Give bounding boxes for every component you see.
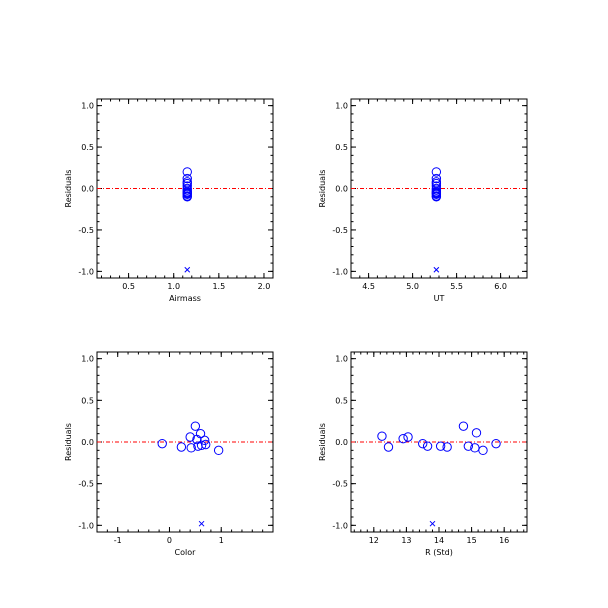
y-tick-label: 0.5	[335, 396, 348, 405]
y-tick-label: -0.5	[332, 480, 348, 489]
data-point	[377, 431, 387, 441]
y-axis-label: Residuals	[318, 170, 327, 208]
data-point	[463, 441, 474, 451]
x-tick-label: 13	[401, 536, 411, 545]
data-point	[182, 192, 192, 202]
y-tick-label: -0.5	[78, 226, 94, 235]
y-tick-label: 0.0	[335, 438, 348, 447]
data-point	[195, 428, 206, 439]
data-point	[431, 192, 442, 202]
data-point	[422, 441, 433, 451]
residual-panel: 0.5 1.0 1.5 2.0 -1.0 -0.5 0.0 0.5 1.0 Airmass Resi…	[64, 98, 274, 303]
data-point	[201, 439, 211, 450]
y-tick-label: -0.5	[78, 480, 94, 489]
x-tick-label: 5.5	[450, 282, 463, 291]
y-tick-label: 0.0	[335, 185, 348, 194]
x-tick-label: 1.5	[212, 282, 225, 291]
x-tick-label: -1	[114, 536, 122, 545]
y-tick-label: -0.5	[332, 226, 348, 235]
y-tick-label: 0.5	[81, 396, 94, 405]
data-point	[190, 421, 201, 431]
y-tick-label: 1.0	[335, 102, 348, 111]
data-point	[491, 438, 501, 449]
y-tick-label: 0.5	[335, 143, 348, 152]
x-tick-label: 0	[167, 536, 172, 545]
residual-panel: 12 13 14 15 16 -1.0 -0.5 0.0 0.5 1.0 R (Std) Residu…	[318, 351, 528, 557]
rejected-point	[433, 266, 440, 273]
x-axis-label: Color	[175, 548, 197, 557]
data-point	[383, 442, 394, 452]
y-tick-label: 0.0	[81, 185, 94, 194]
residual-panel: -1 0 1 -1.0 -0.5 0.0 0.5 1.0 Color Residuals	[64, 351, 274, 557]
y-axis-label: Residuals	[64, 170, 73, 208]
rejected-point-stroke	[184, 266, 191, 273]
x-tick-label: 6.0	[494, 282, 507, 291]
x-tick-label: 0.5	[122, 282, 135, 291]
rejected-point-stroke	[433, 266, 440, 273]
x-axis-label: R (Std)	[425, 548, 453, 557]
data-point	[196, 440, 207, 451]
y-tick-label: -1.0	[78, 267, 94, 276]
y-tick-label: -1.0	[332, 521, 348, 530]
rejected-point-stroke	[429, 520, 436, 527]
data-point	[186, 443, 196, 453]
data-point	[471, 428, 482, 438]
rejected-point	[429, 520, 436, 527]
x-tick-label: 15	[466, 536, 476, 545]
x-tick-label: 16	[499, 536, 509, 545]
data-point	[458, 421, 469, 431]
rejected-point-stroke	[198, 520, 205, 527]
y-tick-label: 1.0	[335, 355, 348, 364]
data-point	[199, 435, 210, 446]
data-point	[157, 438, 167, 449]
y-tick-label: 1.0	[81, 355, 94, 364]
data-point	[431, 167, 442, 177]
x-tick-label: 1.0	[167, 282, 180, 291]
x-tick-label: 4.5	[362, 282, 375, 291]
residual-panel: 4.5 5.0 5.5 6.0 -1.0 -0.5 0.0 0.5 1.0 UT Residuals	[318, 98, 528, 303]
data-point	[478, 445, 488, 456]
data-point	[403, 432, 413, 442]
data-point	[442, 442, 452, 452]
data-point	[213, 445, 224, 456]
x-tick-label: 5.0	[406, 282, 419, 291]
y-tick-label: -1.0	[78, 521, 94, 530]
rejected-point	[198, 520, 205, 527]
data-point	[182, 167, 192, 177]
y-tick-label: 0.5	[81, 143, 94, 152]
data-point	[182, 173, 192, 184]
x-axis-label: Airmass	[169, 294, 201, 303]
x-axis-label: UT	[434, 294, 445, 303]
y-axis-label: Residuals	[64, 423, 73, 461]
y-tick-label: -1.0	[332, 267, 348, 276]
data-point	[185, 432, 195, 442]
y-axis-label: Residuals	[318, 423, 327, 461]
x-tick-label: 2.0	[258, 282, 271, 291]
data-point	[398, 433, 408, 444]
x-tick-label: 12	[369, 536, 379, 545]
x-tick-label: 1	[219, 536, 224, 545]
data-point	[176, 442, 187, 452]
data-point	[418, 438, 428, 449]
rejected-point	[184, 266, 191, 273]
y-tick-label: 0.0	[81, 438, 94, 447]
y-tick-label: 1.0	[81, 102, 94, 111]
data-point	[431, 173, 442, 184]
x-tick-label: 14	[434, 536, 444, 545]
data-point	[435, 441, 446, 451]
